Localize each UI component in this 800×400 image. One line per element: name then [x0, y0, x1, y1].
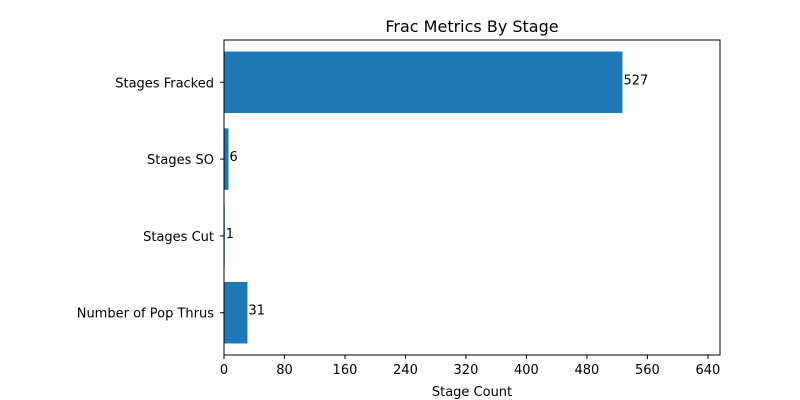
- x-tick-label-8: 640: [695, 363, 720, 378]
- x-tick-label-6: 480: [575, 363, 600, 378]
- x-tick-label-7: 560: [635, 363, 660, 378]
- data-label-1: 6: [230, 150, 238, 165]
- y-tick-label-1: Stages SO: [147, 153, 214, 168]
- chart-title: Frac Metrics By Stage: [385, 17, 558, 36]
- bar-1: [224, 128, 229, 190]
- plot-frame: [223, 39, 721, 356]
- y-tick-label-0: Stages Fracked: [115, 76, 214, 91]
- data-label-2: 1: [226, 227, 234, 242]
- y-tick-label-2: Stages Cut: [143, 230, 214, 245]
- x-tick-label-1: 80: [276, 363, 293, 378]
- data-label-0: 527: [623, 73, 648, 88]
- x-axis-label: Stage Count: [432, 385, 512, 400]
- x-tick-label-2: 160: [333, 363, 358, 378]
- x-tick-label-0: 0: [220, 363, 228, 378]
- y-tick-label-3: Number of Pop Thrus: [77, 307, 214, 322]
- data-labels: 527 6 1 31: [226, 73, 649, 318]
- x-tick-label-4: 320: [454, 363, 479, 378]
- bars: [224, 51, 623, 344]
- data-label-3: 31: [248, 304, 265, 319]
- x-ticks: 0 80 160 240 320 400 480 560 640: [220, 355, 720, 378]
- x-tick-label-3: 240: [393, 363, 418, 378]
- bar-0: [224, 51, 623, 113]
- y-tick-labels: Stages Fracked Stages SO Stages Cut Number …: [77, 76, 224, 322]
- x-tick-label-5: 400: [514, 363, 539, 378]
- bar-3: [224, 282, 248, 344]
